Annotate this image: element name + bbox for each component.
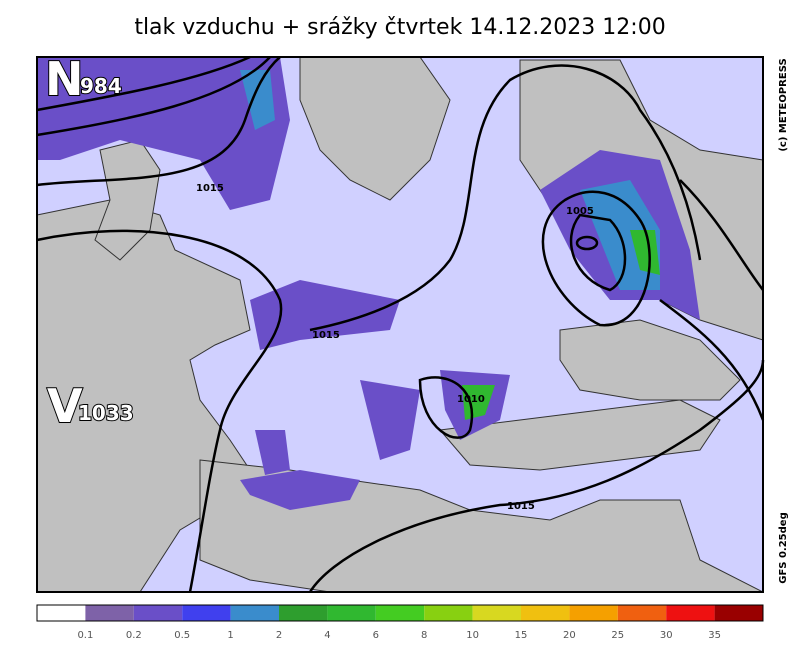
precipitation (37, 57, 290, 210)
isobar (575, 235, 599, 251)
precipitation (240, 70, 275, 130)
colorbar-swatch (230, 605, 279, 621)
colorbar-label: 4 (324, 630, 330, 641)
colorbar-swatch (375, 605, 425, 621)
land (439, 399, 721, 471)
colorbar-swatch (472, 605, 521, 621)
colorbar-label: 10 (466, 630, 479, 641)
colorbar-label: 6 (373, 630, 379, 641)
colorbar-label: 15 (515, 630, 528, 641)
isobar (36, 55, 251, 112)
colorbar-label: 0.1 (77, 630, 93, 641)
colorbar-swatch (279, 605, 328, 621)
colorbar-label: 8 (421, 630, 427, 641)
colorbar-swatch (666, 605, 715, 621)
precipitation (360, 380, 420, 460)
title: tlak vzduchu + srážky čtvrtek 14.12.2023… (134, 15, 665, 40)
colorbar-swatch (327, 605, 376, 621)
isobar (659, 299, 765, 421)
isobar (541, 190, 651, 327)
isobar (36, 56, 271, 137)
isobar (308, 359, 765, 593)
precipitation (462, 385, 495, 420)
colorbar-frame (36, 604, 764, 622)
low-value: 984 (80, 74, 122, 98)
isobar (569, 213, 627, 292)
isobar-label: 1015 (507, 501, 535, 512)
map-frame (36, 56, 764, 593)
high-label: V (47, 379, 83, 433)
land (299, 56, 451, 201)
colorbar-label: 0.2 (126, 630, 142, 641)
colorbar-label: 35 (708, 630, 721, 641)
high-value: 1033 (78, 401, 134, 425)
colorbar-swatch (424, 605, 473, 621)
colorbar-swatch (85, 605, 134, 621)
model-label: GFS 0.25deg (778, 512, 789, 584)
isobar (36, 56, 281, 187)
land (36, 199, 251, 593)
colorbar-label: 20 (563, 630, 576, 641)
map: N 984 V 1033 1015 1005 1015 1010 1015 (36, 51, 765, 593)
colorbar-swatch (133, 605, 183, 621)
isobar (418, 376, 474, 439)
isobar-label: 1015 (312, 330, 340, 341)
precipitation (240, 470, 360, 510)
colorbar-label: 1 (227, 630, 233, 641)
colorbar-label: 0.5 (174, 630, 190, 641)
colorbar-swatch (37, 605, 86, 621)
colorbar-swatch (569, 605, 618, 621)
copyright: (c) METEOPRESS (778, 58, 789, 151)
isobar (679, 179, 764, 291)
isobar (309, 64, 702, 332)
colorbar-swatch (714, 605, 763, 621)
isobar-label: 1015 (196, 183, 224, 194)
colorbar-swatch (182, 605, 231, 621)
colorbar-swatch (617, 605, 667, 621)
colorbar-label: 2 (276, 630, 282, 641)
low-label: N (45, 52, 84, 106)
precipitation (255, 430, 290, 475)
isobar (36, 229, 283, 593)
colorbar-label: 25 (611, 630, 624, 641)
colorbar-label: 30 (660, 630, 673, 641)
isobar-label: 1005 (566, 206, 594, 217)
precipitation (250, 280, 400, 350)
colorbar: 0.1 0.2 0.5 1 2 4 6 8 10 15 20 25 30 35 (36, 604, 764, 641)
precipitation (630, 230, 660, 275)
isobar-label: 1010 (457, 394, 485, 405)
colorbar-swatch (521, 605, 570, 621)
land (559, 319, 741, 401)
